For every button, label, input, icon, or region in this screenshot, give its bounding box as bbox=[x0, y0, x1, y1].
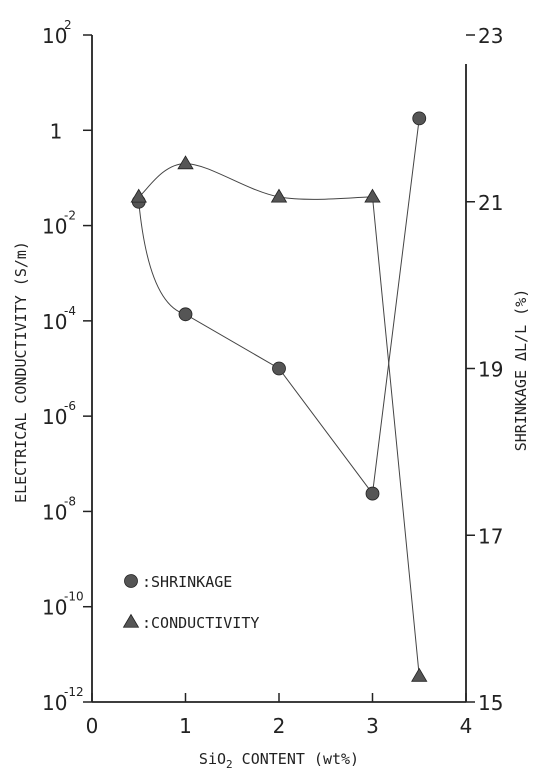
legend-triangle-marker bbox=[122, 613, 140, 628]
series-line-shrinkage bbox=[138, 118, 420, 495]
series-markers bbox=[130, 111, 428, 682]
left-tick-exponent: -10 bbox=[64, 590, 84, 604]
legend-label: :SHRINKAGE bbox=[142, 573, 232, 591]
left-axis-tick-label: 10-10 bbox=[42, 590, 84, 620]
conductivity-point bbox=[270, 188, 288, 203]
left-tick-base: 10 bbox=[42, 596, 67, 620]
left-tick-base: 10 bbox=[42, 310, 67, 334]
legend-item: :CONDUCTIVITY bbox=[122, 613, 259, 632]
x-axis-tick-label: 4 bbox=[460, 714, 473, 738]
x-axis-tick-label: 3 bbox=[366, 714, 379, 738]
conductivity-point bbox=[130, 188, 147, 203]
left-tick-base: 10 bbox=[42, 405, 67, 429]
left-axis-label: ELECTRICAL CONDUCTIVITY (S/m) bbox=[12, 241, 30, 503]
series-lines bbox=[138, 118, 420, 677]
shrinkage-point bbox=[412, 111, 427, 126]
right-axis-tick-label: 23 bbox=[478, 24, 503, 48]
left-axis-tick-label: 10-8 bbox=[42, 494, 76, 524]
shrinkage-point bbox=[365, 486, 380, 501]
legend-circle-marker bbox=[124, 574, 138, 588]
legend: :SHRINKAGE :CONDUCTIVITY bbox=[122, 573, 259, 632]
left-axis-tick-label: 10-12 bbox=[42, 685, 84, 715]
right-axis-tick-label: 21 bbox=[478, 191, 503, 215]
legend-label: :CONDUCTIVITY bbox=[142, 614, 259, 632]
left-tick-exponent: -12 bbox=[64, 685, 84, 699]
left-tick-exponent: -6 bbox=[64, 399, 76, 413]
left-tick-exponent: 2 bbox=[64, 18, 72, 32]
left-axis-tick-label: 102 bbox=[42, 18, 72, 48]
x-axis-tick-label: 2 bbox=[273, 714, 286, 738]
left-axis-tick-label: 10-6 bbox=[42, 399, 76, 429]
x-axis-tick-label: 0 bbox=[86, 714, 99, 738]
left-tick-base: 10 bbox=[42, 691, 67, 715]
shrinkage-point bbox=[272, 361, 286, 376]
series-line-conductivity bbox=[138, 163, 420, 677]
conductivity-point bbox=[177, 155, 194, 170]
left-tick-base: 10 bbox=[42, 215, 67, 239]
left-axis-tick-label: 1 bbox=[50, 119, 63, 143]
right-axis-tick-label: 15 bbox=[478, 691, 503, 715]
left-tick-exponent: -4 bbox=[64, 304, 76, 318]
right-axis-tick-label: 17 bbox=[478, 524, 503, 548]
shrinkage-point bbox=[178, 307, 193, 322]
left-tick-exponent: -2 bbox=[64, 209, 76, 223]
right-axis-label: SHRINKAGE ΔL/L (%) bbox=[512, 289, 530, 452]
left-tick-base: 1 bbox=[50, 119, 63, 143]
legend-item: :SHRINKAGE bbox=[124, 573, 232, 591]
conductivity-point bbox=[411, 667, 428, 682]
left-tick-base: 10 bbox=[42, 24, 67, 48]
conductivity-point bbox=[364, 188, 381, 203]
right-axis-tick-label: 19 bbox=[478, 358, 503, 382]
left-axis-tick-label: 10-2 bbox=[42, 209, 76, 239]
left-tick-base: 10 bbox=[42, 500, 67, 524]
left-tick-exponent: -8 bbox=[64, 494, 76, 508]
left-axis-tick-label: 10-4 bbox=[42, 304, 76, 334]
x-axis-tick-label: 1 bbox=[179, 714, 192, 738]
x-axis-label: SiO2 CONTENT (wt%) bbox=[199, 750, 359, 771]
